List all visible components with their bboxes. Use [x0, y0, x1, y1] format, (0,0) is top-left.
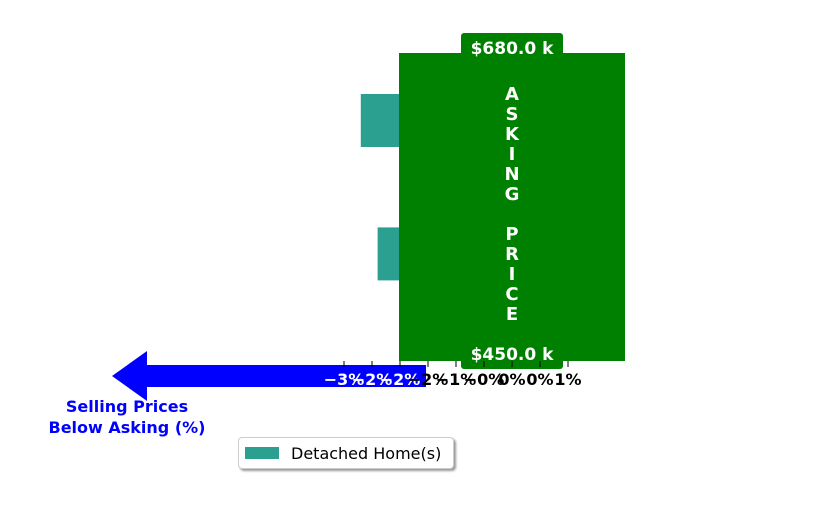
legend: Detached Home(s) [238, 437, 454, 469]
x-axis-title: Selling Prices Below Asking (%) [27, 396, 227, 438]
asking-price-band [399, 53, 625, 361]
asking-band-letter: N [504, 164, 519, 185]
asking-band-letter: G [505, 184, 520, 205]
asking-band-letter: C [505, 284, 518, 305]
asking-band-letter: P [505, 224, 518, 245]
x-tick-label: −2% [352, 370, 393, 389]
asking-band-letter: S [506, 104, 519, 125]
asking-bottom-label: $450.0 k [471, 345, 555, 365]
x-tick-label: −2% [408, 370, 449, 389]
x-axis-title-line-2: Below Asking (%) [48, 418, 206, 437]
asking-band-letter: A [505, 84, 519, 105]
x-tick-label: −0% [464, 370, 505, 389]
asking-bottom-label-box [461, 341, 563, 369]
asking-band-letter: I [509, 264, 516, 285]
asking-top-label-box [461, 33, 563, 61]
x-axis-title-line-1: Selling Prices [65, 397, 189, 416]
x-tick-label: 1% [554, 370, 581, 389]
legend-swatch [245, 447, 279, 459]
direction-arrow [112, 351, 426, 401]
asking-top-label: $680.0 k [471, 39, 555, 59]
legend-label: Detached Home(s) [291, 443, 442, 463]
asking-band-letter: E [506, 304, 518, 325]
x-tick-label: −1% [436, 370, 477, 389]
x-tick-label: −3% [324, 370, 365, 389]
x-tick-label: −2% [380, 370, 421, 389]
asking-band-letter: I [509, 144, 516, 165]
asking-band-letter: K [505, 124, 520, 145]
x-tick-label: 0% [498, 370, 525, 389]
asking-band-letter: R [505, 244, 519, 265]
x-tick-label: 0% [526, 370, 553, 389]
